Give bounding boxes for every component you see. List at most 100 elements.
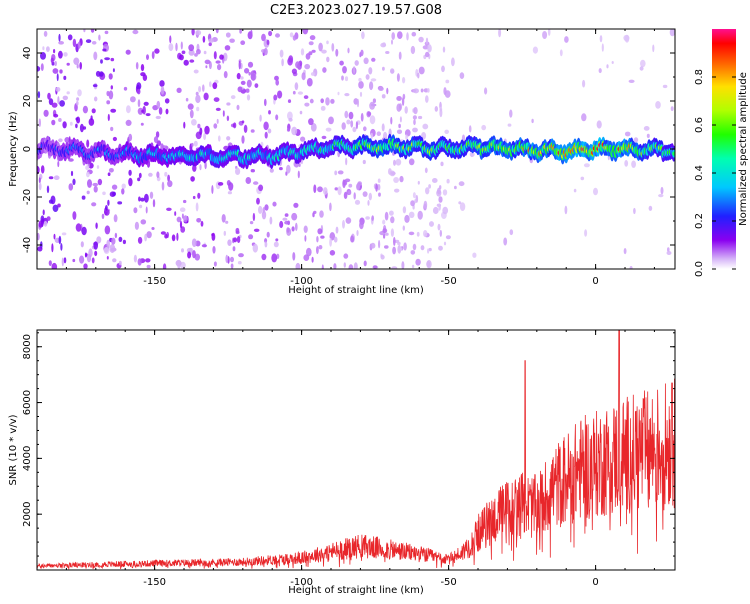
noise-speck (408, 211, 415, 218)
noise-speck (95, 222, 98, 229)
noise-speck (168, 43, 174, 52)
noise-speck (204, 125, 210, 135)
noise-speck (137, 99, 141, 108)
noise-speck (94, 250, 98, 257)
noise-speck (58, 235, 62, 245)
noise-speck (623, 34, 630, 42)
noise-speck (398, 123, 401, 129)
noise-speck (225, 220, 229, 224)
noise-speck (306, 247, 312, 257)
y-tick-label: 8000 (22, 334, 33, 359)
noise-speck (360, 112, 364, 122)
noise-speck (57, 96, 60, 105)
noise-speck (451, 57, 455, 67)
noise-speck (85, 165, 90, 171)
noise-speck (573, 188, 577, 193)
noise-speck (195, 30, 202, 36)
noise-speck (192, 195, 196, 200)
noise-speck (347, 47, 350, 54)
noise-speck (235, 167, 241, 175)
noise-speck (438, 196, 443, 203)
noise-speck (92, 182, 99, 187)
noise-speck (292, 251, 296, 261)
snr-x-ticks: -150 -100 -50 0 (36, 330, 655, 588)
noise-speck (117, 201, 123, 205)
noise-speck (130, 96, 136, 103)
noise-speck (66, 91, 70, 95)
noise-speck (102, 191, 106, 196)
noise-speck (197, 123, 201, 129)
spectrogram-x-label: Height of straight line (km) (288, 285, 424, 296)
noise-speck (191, 119, 197, 126)
noise-speck (264, 131, 268, 139)
noise-speck (43, 30, 48, 37)
noise-speck (442, 189, 448, 196)
noise-speck (391, 39, 393, 45)
noise-speck (542, 31, 548, 39)
noise-speck (359, 221, 364, 230)
noise-speck (279, 220, 284, 229)
noise-speck (418, 115, 423, 120)
noise-speck (368, 67, 373, 75)
noise-speck (648, 205, 653, 211)
noise-speck (188, 49, 195, 56)
snr-y-label: SNR (10 * v/v) (8, 414, 19, 485)
noise-speck (253, 181, 259, 185)
noise-speck (316, 236, 319, 243)
noise-speck (623, 248, 627, 255)
noise-speck (225, 254, 229, 263)
noise-speck (145, 206, 148, 214)
noise-speck (81, 226, 87, 236)
y-tick-label: 6000 (22, 390, 33, 415)
noise-speck (353, 262, 358, 269)
noise-speck (230, 95, 236, 100)
noise-speck (669, 29, 675, 37)
noise-speck (176, 87, 182, 94)
noise-speck (629, 266, 633, 269)
noise-speck (160, 86, 165, 95)
noise-speck (106, 239, 110, 249)
noise-speck (73, 57, 80, 65)
noise-speck (432, 178, 438, 183)
noise-speck (41, 218, 44, 228)
noise-speck (408, 231, 415, 236)
noise-speck (53, 175, 60, 180)
noise-speck (377, 178, 381, 183)
noise-speck (191, 29, 195, 36)
noise-speck (179, 54, 184, 61)
noise-speck (443, 241, 447, 246)
noise-speck (350, 235, 355, 243)
noise-speck (58, 118, 62, 122)
noise-speck (101, 213, 105, 219)
noise-speck (390, 68, 395, 74)
noise-speck (365, 74, 370, 80)
noise-speck (339, 60, 344, 66)
noise-speck (459, 72, 465, 79)
noise-speck (187, 251, 192, 259)
noise-speck (72, 178, 76, 185)
noise-speck (53, 233, 56, 240)
noise-speck (237, 261, 242, 265)
noise-speck (225, 32, 231, 38)
noise-speck (344, 110, 349, 119)
noise-speck (344, 178, 351, 183)
noise-speck (380, 42, 387, 48)
noise-speck (303, 254, 310, 261)
noise-speck (376, 131, 381, 136)
noise-speck (229, 38, 235, 43)
noise-speck (361, 31, 365, 40)
noise-speck (86, 253, 92, 263)
noise-speck (353, 66, 356, 74)
noise-speck (403, 242, 407, 251)
noise-speck (399, 175, 404, 183)
noise-speck (203, 50, 207, 55)
noise-speck (236, 236, 241, 243)
noise-speck (215, 107, 221, 111)
noise-speck (295, 61, 301, 69)
noise-speck (252, 212, 256, 222)
noise-speck (393, 159, 396, 166)
x-tick-label: 0 (592, 577, 598, 588)
noise-speck (370, 132, 373, 140)
noise-speck (396, 129, 403, 135)
noise-speck (509, 229, 514, 236)
